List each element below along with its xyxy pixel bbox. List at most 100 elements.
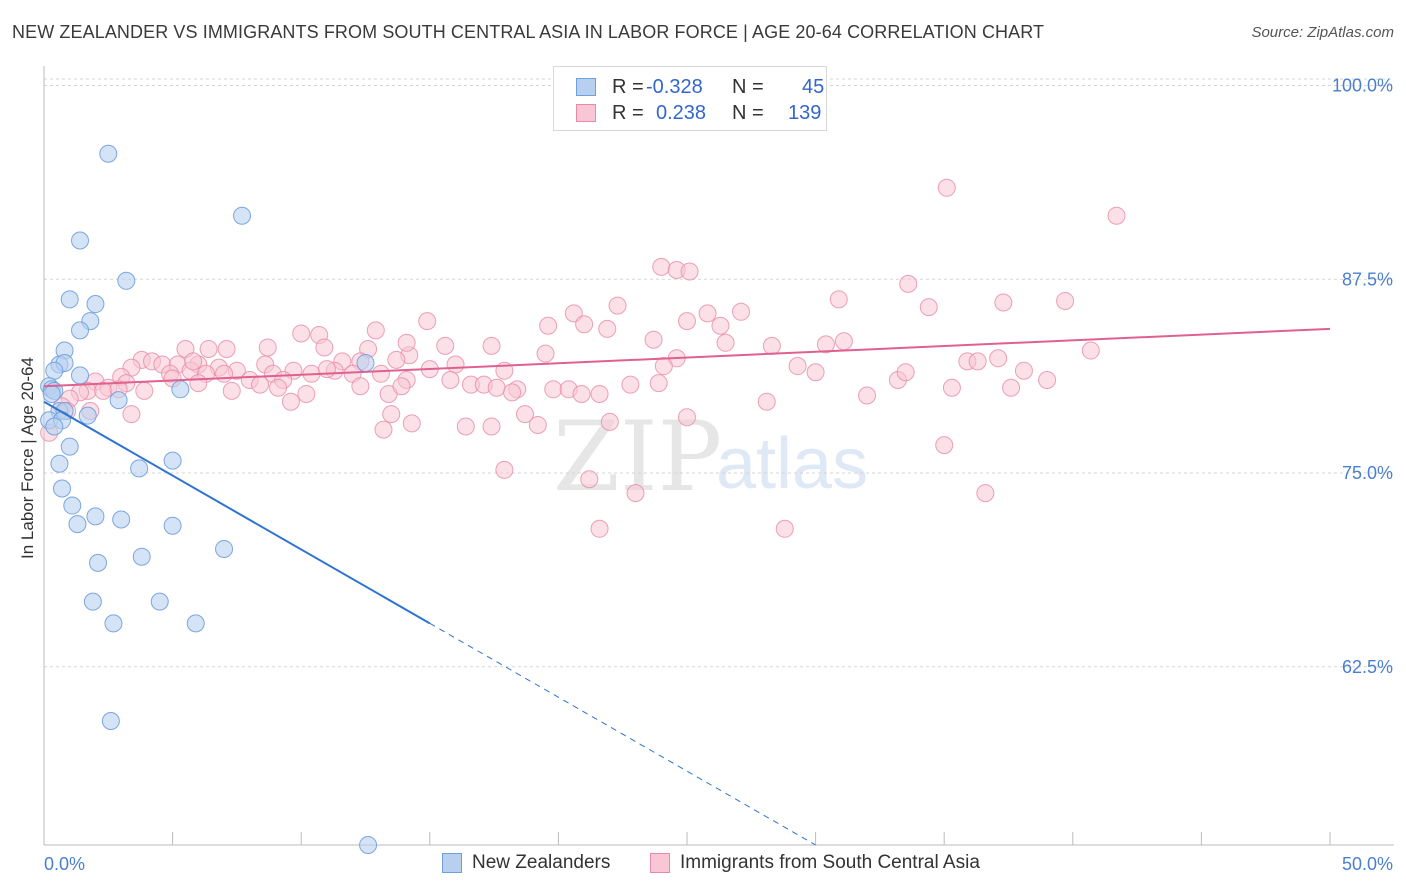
trend-lines [43, 327, 1331, 846]
point-new-zealanders [45, 361, 64, 380]
point-south-central-asia [217, 340, 236, 358]
point-south-central-asia [649, 374, 668, 393]
tick-labels: 100.0% 87.5% 75.0% 62.5% 0.0% 50.0% [44, 76, 1393, 875]
point-new-zealanders [117, 271, 136, 290]
point-south-central-asia [222, 381, 241, 400]
point-new-zealanders [233, 206, 252, 225]
trend-line-south-central-asia [43, 327, 1331, 388]
bottom-legend-label: New Zealanders [472, 852, 611, 873]
point-new-zealanders [150, 592, 169, 611]
point-new-zealanders [53, 479, 72, 498]
point-south-central-asia [456, 417, 475, 436]
point-new-zealanders [171, 380, 190, 399]
point-new-zealanders [99, 144, 118, 163]
point-south-central-asia [678, 408, 696, 427]
point-south-central-asia [654, 357, 673, 376]
point-south-central-asia [598, 319, 617, 338]
point-south-central-asia [575, 315, 594, 334]
point-south-central-asia [816, 335, 835, 354]
chart-title: NEW ZEALANDER VS IMMIGRANTS FROM SOUTH C… [12, 22, 1045, 42]
point-south-central-asia [678, 312, 696, 331]
point-new-zealanders [359, 836, 378, 854]
point-south-central-asia [806, 363, 825, 382]
point-new-zealanders [356, 353, 375, 372]
point-south-central-asia [626, 484, 645, 503]
point-new-zealanders [78, 406, 97, 425]
point-south-central-asia [251, 375, 270, 394]
legend-swatch-pink [576, 104, 596, 122]
point-south-central-asia [644, 330, 663, 349]
point-south-central-asia [122, 405, 141, 424]
point-south-central-asia [515, 405, 534, 424]
point-south-central-asia [1056, 291, 1075, 310]
point-south-central-asia [762, 336, 781, 355]
point-south-central-asia [788, 357, 807, 376]
point-new-zealanders [163, 451, 182, 470]
point-south-central-asia [590, 384, 609, 403]
legend-r-value: -0.328 [646, 76, 703, 98]
point-south-central-asia [680, 262, 699, 281]
point-south-central-asia [896, 363, 915, 382]
point-south-central-asia [1014, 361, 1033, 380]
point-new-zealanders [60, 437, 79, 456]
point-south-central-asia [732, 302, 751, 321]
point-new-zealanders [50, 454, 69, 473]
point-south-central-asia [935, 436, 954, 455]
source-label: Source: ZipAtlas.com [1251, 24, 1394, 41]
point-south-central-asia [580, 470, 599, 489]
point-south-central-asia [536, 344, 555, 363]
point-south-central-asia [590, 519, 609, 538]
point-south-central-asia [94, 381, 113, 400]
point-south-central-asia [258, 338, 277, 357]
point-south-central-asia [976, 484, 995, 503]
legend-r-label: R = [612, 76, 644, 98]
point-south-central-asia [994, 293, 1013, 312]
point-new-zealanders [132, 547, 151, 566]
point-south-central-asia [135, 381, 154, 400]
point-new-zealanders [42, 384, 61, 403]
point-south-central-asia [919, 298, 938, 317]
point-new-zealanders [45, 417, 64, 436]
point-new-zealanders [109, 391, 128, 410]
point-south-central-asia [281, 392, 300, 411]
point-south-central-asia [446, 355, 465, 374]
series-south-central-asia [40, 78, 1126, 538]
point-new-zealanders [130, 459, 149, 478]
legend-n-label: N = [732, 76, 764, 98]
point-south-central-asia [503, 383, 522, 402]
point-new-zealanders [63, 496, 82, 515]
point-south-central-asia [189, 374, 208, 393]
x-tick-label: 0.0% [44, 854, 85, 874]
point-south-central-asia [989, 349, 1008, 368]
point-south-central-asia [371, 364, 390, 383]
correlation-legend: R = -0.328 N = 45 R = 0.238 N = 139 [553, 66, 827, 131]
trend-line-new-zealanders [43, 400, 431, 625]
point-south-central-asia [482, 336, 501, 355]
point-south-central-asia [834, 332, 853, 351]
legend-n-label: N = [732, 102, 764, 124]
point-south-central-asia [482, 417, 501, 436]
point-south-central-asia [652, 257, 671, 276]
legend-n-value: 139 [788, 102, 822, 124]
point-south-central-asia [858, 386, 877, 405]
point-south-central-asia [382, 405, 401, 424]
y-tick-label: 100.0% [1332, 76, 1393, 96]
point-south-central-asia [495, 460, 514, 479]
point-new-zealanders [101, 712, 120, 730]
bottom-legend-swatch-blue [442, 853, 462, 873]
point-south-central-asia [397, 333, 416, 352]
point-new-zealanders [71, 231, 90, 250]
point-south-central-asia [269, 378, 288, 397]
point-south-central-asia [539, 316, 558, 335]
legend-swatch-blue [576, 78, 596, 96]
point-south-central-asia [937, 178, 956, 197]
point-new-zealanders [112, 510, 131, 529]
point-south-central-asia [292, 324, 311, 343]
point-south-central-asia [600, 412, 619, 431]
y-tick-label: 62.5% [1342, 657, 1393, 677]
axes [43, 66, 1394, 846]
point-south-central-asia [402, 414, 421, 433]
y-tick-label: 87.5% [1342, 269, 1393, 289]
point-new-zealanders [71, 366, 90, 385]
